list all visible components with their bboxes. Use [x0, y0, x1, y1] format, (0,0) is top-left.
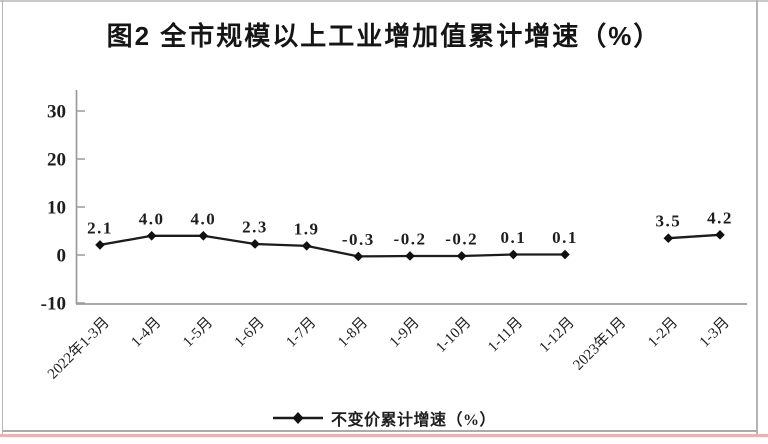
- y-tick-label: 30: [47, 102, 66, 123]
- x-tick-label: 1-7月: [283, 315, 319, 351]
- data-point-label: 0.1: [500, 228, 526, 247]
- y-tick-label: 0: [57, 246, 67, 267]
- y-tick-label: -10: [41, 294, 66, 315]
- y-tick-label: 10: [47, 198, 66, 219]
- data-point-marker: [715, 230, 725, 240]
- x-tick-label: 1-12月: [536, 315, 577, 356]
- legend-diamond-line-icon: [272, 412, 323, 424]
- chart-legend: 不变价累计增速（%）: [0, 406, 768, 430]
- data-point-marker: [95, 240, 105, 250]
- data-point-marker: [560, 249, 570, 260]
- line-chart-plot: 30 20 10 0 -10 2.1 4.0 4.0 2.3 1.9 -0.3 -0.2 -0.2 0.1…: [41, 90, 747, 383]
- x-tick-label: 1-11月: [485, 315, 526, 356]
- left-border-line: [2, 0, 3, 434]
- data-point-marker: [198, 231, 209, 241]
- data-point-label: 4.0: [190, 209, 216, 228]
- x-tick-label: 1-4月: [128, 315, 164, 351]
- x-tick-label: 1-5月: [180, 315, 216, 351]
- series-line: [99, 233, 721, 258]
- x-tick-label: 1-3月: [697, 315, 733, 351]
- data-point-marker: [456, 251, 467, 261]
- data-point-marker: [353, 251, 364, 262]
- data-point-marker: [301, 241, 312, 251]
- x-tick-label: 1-10月: [433, 315, 474, 356]
- bottom-border-line: [2, 430, 757, 432]
- x-tick-label: 2023年1月: [570, 314, 630, 374]
- data-point-marker: [508, 249, 519, 260]
- data-point-label: 3.5: [655, 212, 681, 231]
- y-tick-label: 20: [47, 150, 66, 171]
- data-point-marker: [663, 233, 674, 243]
- page-edge-accent-line: [0, 434, 768, 437]
- x-tick-label: 1-6月: [232, 315, 268, 351]
- x-tick-label: 1-9月: [387, 315, 423, 351]
- legend-series-label: 不变价累计增速（%）: [330, 412, 496, 429]
- data-point-label: 4.2: [707, 208, 733, 227]
- data-point-label: -0.3: [342, 230, 375, 249]
- x-tick-label: 2022年1-3月: [44, 314, 113, 383]
- data-point-label: -0.2: [445, 229, 478, 248]
- top-border-line: [0, 0, 768, 2]
- data-point-marker: [146, 231, 157, 241]
- chart-title: 图2 全市规模以上工业增加值累计增速（%）: [106, 21, 662, 51]
- x-tick-label: 1-2月: [645, 315, 681, 351]
- x-tick-label: 1-8月: [335, 315, 371, 351]
- data-point-label: 2.3: [242, 217, 268, 236]
- data-point-label: 0.1: [552, 228, 578, 247]
- right-border-line: [756, 0, 758, 434]
- data-point-label: 2.1: [87, 218, 113, 237]
- data-point-label: -0.2: [394, 229, 427, 248]
- data-point-label: 4.0: [139, 209, 165, 228]
- data-point-label: 1.9: [294, 219, 320, 238]
- data-point-marker: [250, 239, 260, 249]
- data-point-marker: [405, 251, 415, 261]
